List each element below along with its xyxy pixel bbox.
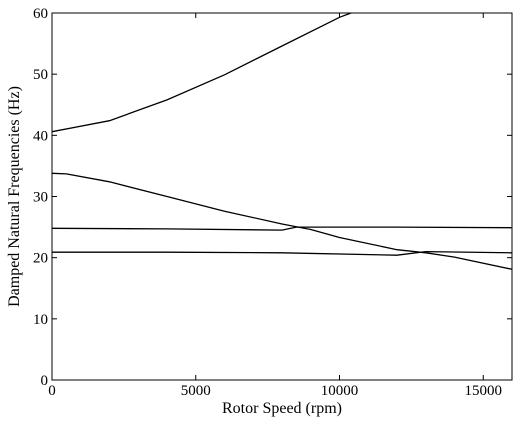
y-tick-label: 30	[33, 190, 48, 206]
series-lines	[51, 12, 513, 270]
x-tick-label: 15000	[465, 383, 503, 399]
series-line-4	[52, 250, 513, 256]
y-axis-label: Damped Natural Frequencies (Hz)	[6, 86, 23, 307]
y-tick-label: 20	[33, 251, 48, 267]
x-tick-label: 10000	[321, 383, 359, 399]
y-tick-label: 60	[33, 6, 48, 22]
x-axis-label: Rotor Speed (rpm)	[222, 400, 342, 417]
y-tick-label: 40	[33, 128, 48, 144]
series-line-3	[51, 226, 513, 231]
y-tick-label: 0	[41, 373, 49, 389]
plot-frame	[51, 12, 513, 381]
axis-ticks: 0 5000 10000 15000 0 10 20 30 40 50 60	[33, 6, 512, 399]
x-tick-label: 0	[48, 383, 56, 399]
y-tick-label: 10	[33, 312, 48, 328]
series-line-1	[51, 12, 352, 133]
x-tick-label: 5000	[181, 383, 211, 399]
series-line-2	[51, 172, 513, 270]
y-tick-label: 50	[33, 67, 48, 83]
